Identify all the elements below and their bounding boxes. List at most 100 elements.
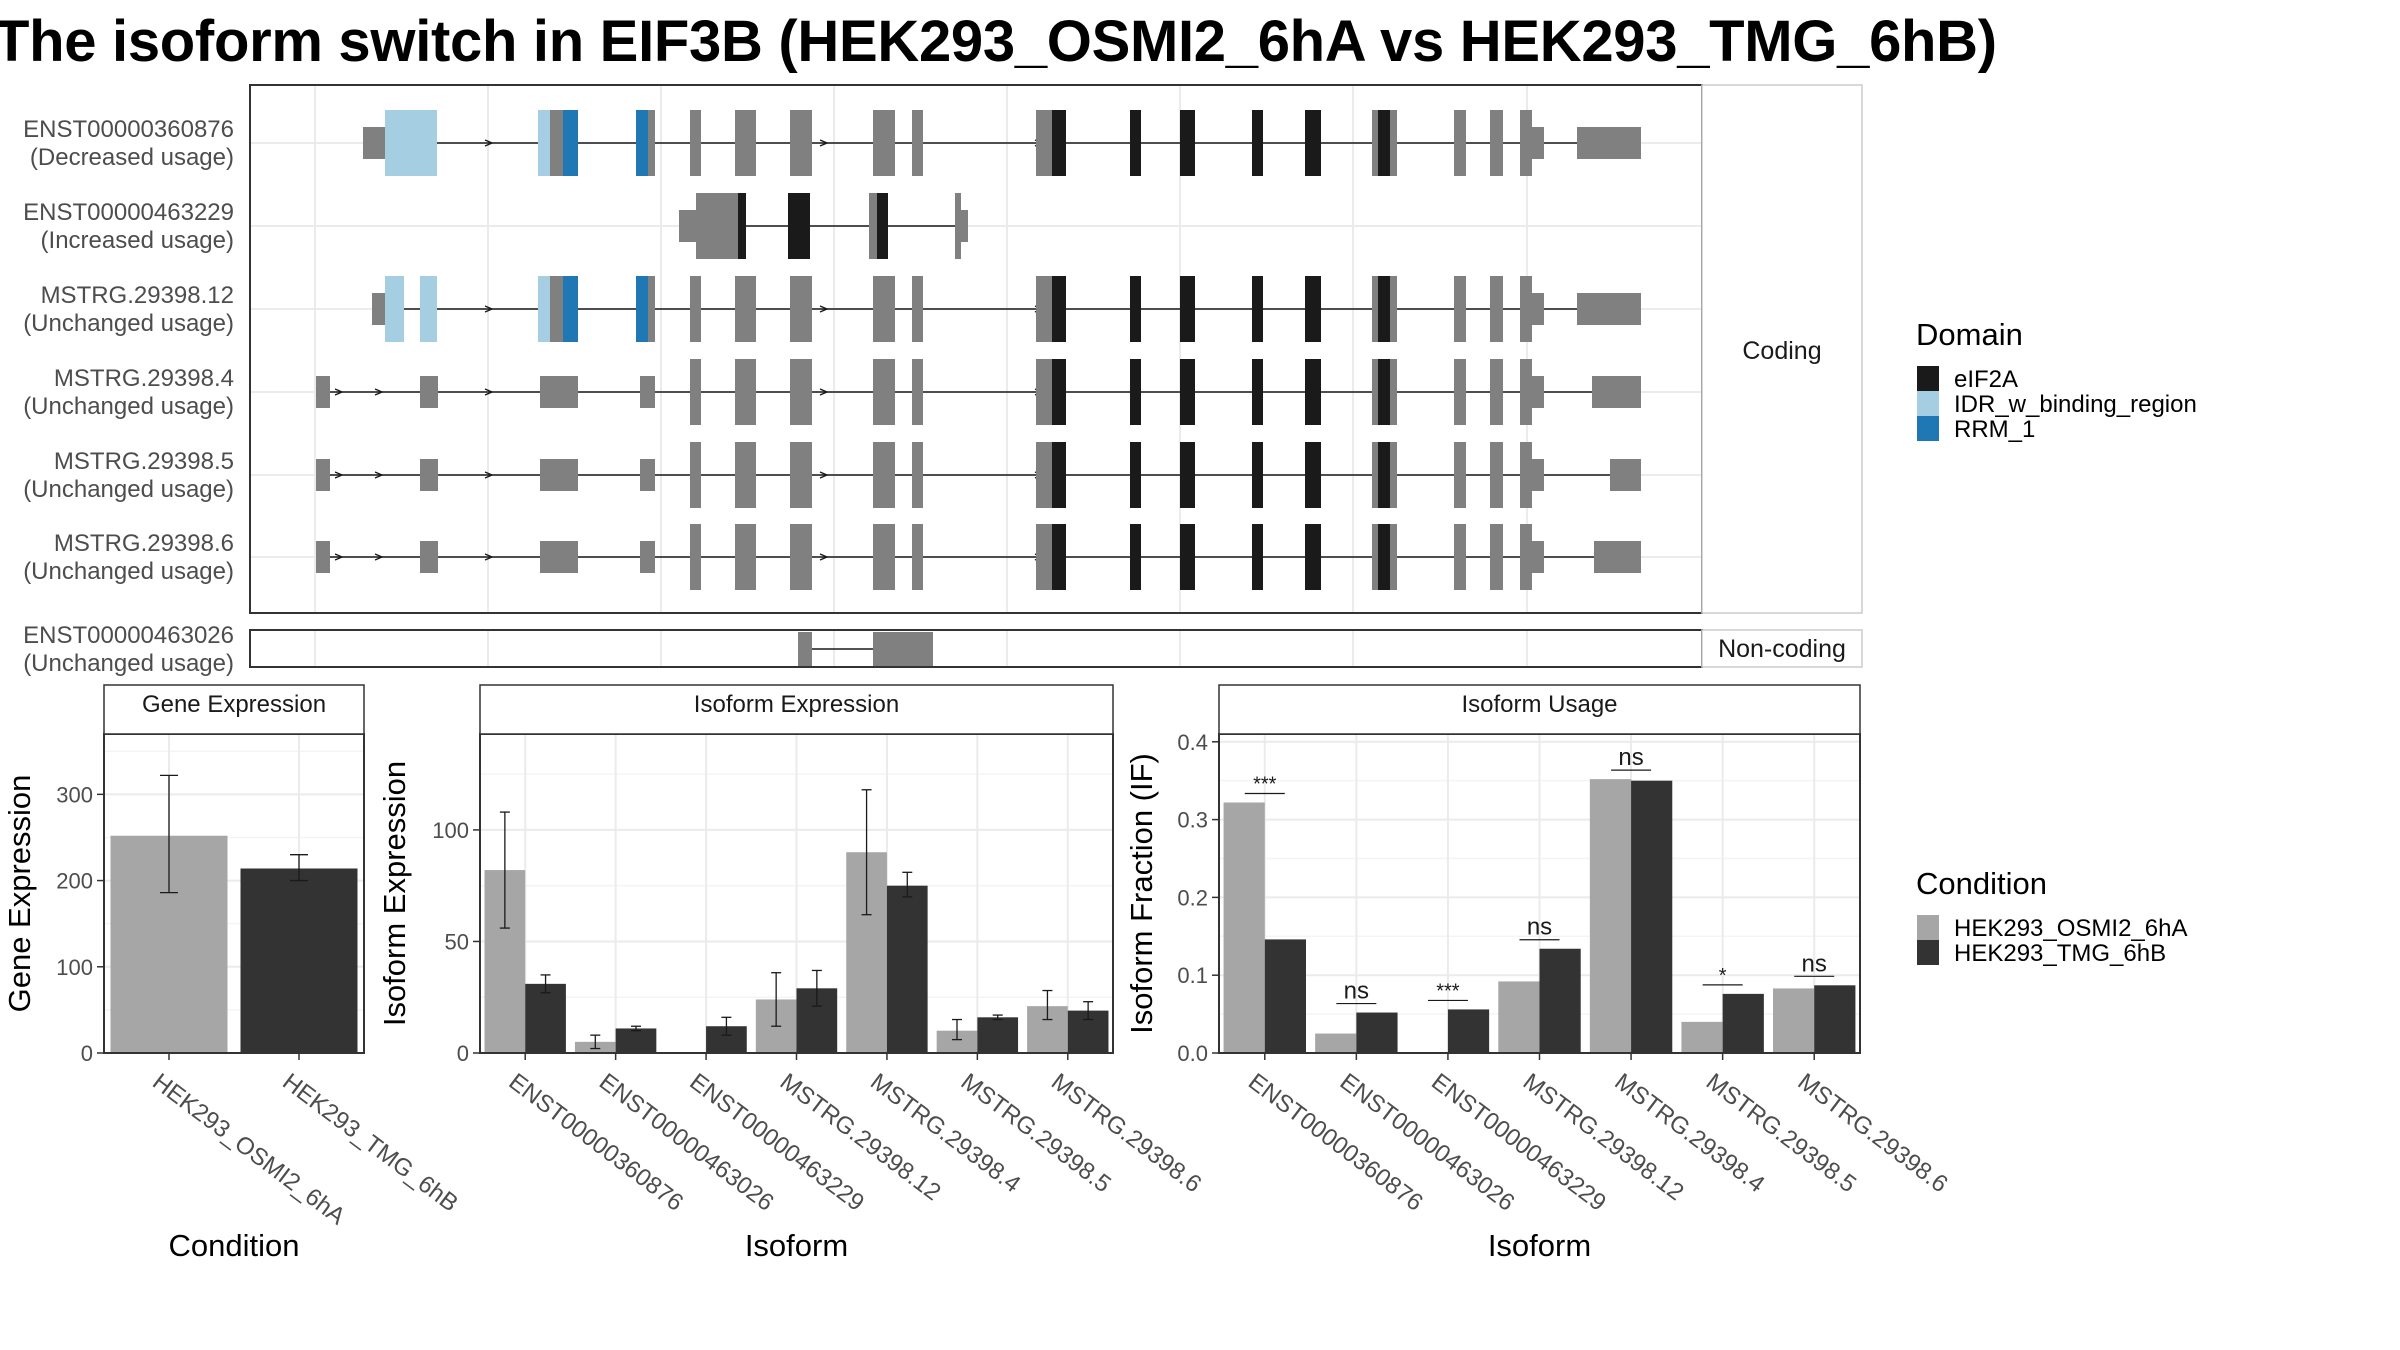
- exon: [798, 632, 812, 666]
- y-tick-label: 0.0: [1177, 1041, 1208, 1066]
- exon: [690, 359, 701, 425]
- exon: [1390, 442, 1397, 508]
- domain-segment: [1180, 524, 1195, 590]
- panel-strip: [103, 684, 365, 735]
- exon: [790, 359, 812, 425]
- exon: [1372, 276, 1378, 342]
- exon: [316, 376, 330, 408]
- exon: [790, 276, 812, 342]
- transcript-usage-label: (Unchanged usage): [23, 558, 234, 585]
- domain-legend-title: Domain: [1916, 317, 2023, 352]
- exon: [1610, 459, 1641, 491]
- exon: [873, 524, 895, 590]
- exon: [363, 127, 385, 159]
- exon: [961, 210, 968, 242]
- exon: [696, 193, 738, 259]
- intron-arrow: [819, 471, 829, 479]
- bar: [1447, 1009, 1490, 1053]
- intron-arrow: [819, 388, 829, 396]
- significance-label: ***: [1253, 773, 1277, 795]
- bar: [1773, 988, 1815, 1053]
- y-tick-label: 300: [56, 782, 93, 807]
- exon: [735, 442, 756, 508]
- intron-arrow: [374, 553, 384, 561]
- domain-legend-label: eIF2A: [1954, 366, 2018, 393]
- domain-segment: [1378, 359, 1390, 425]
- transcript-structure-panel: Coding Non-coding ENST00000360876(Decrease…: [23, 84, 1863, 677]
- x-axis-title: Isoform: [1488, 1228, 1591, 1263]
- bar: [977, 1017, 1019, 1053]
- x-axis-title: Isoform: [745, 1228, 848, 1263]
- intron-arrow: [334, 471, 344, 479]
- exon: [869, 193, 877, 259]
- x-tick-label: MSTRG.29398.12: [1518, 1068, 1689, 1206]
- transcript-usage-label: (Decreased usage): [30, 144, 234, 171]
- domain-segment: [1305, 359, 1321, 425]
- exon: [679, 210, 696, 242]
- transcript-label: ENST00000463026: [23, 622, 234, 649]
- exon: [316, 541, 330, 573]
- bar: [936, 1030, 978, 1053]
- domain-segment: [1305, 276, 1321, 342]
- exon: [1577, 293, 1641, 325]
- exon: [1372, 110, 1378, 176]
- exon: [540, 459, 578, 491]
- domain-legend-label: RRM_1: [1954, 416, 2035, 443]
- bar: [1315, 1033, 1357, 1053]
- transcript-usage-label: (Unchanged usage): [23, 476, 234, 503]
- domain-legend-swatch: [1917, 366, 1939, 391]
- exon: [912, 276, 923, 342]
- exon: [648, 110, 655, 176]
- exon: [955, 193, 961, 259]
- bar: [1264, 939, 1306, 1053]
- significance-label: ***: [1436, 980, 1460, 1002]
- exon: [1520, 442, 1532, 508]
- exon: [1490, 110, 1503, 176]
- domain-segment: [1180, 359, 1195, 425]
- exon: [1454, 524, 1466, 590]
- domain-segment: [538, 110, 550, 176]
- panel-strip: [479, 684, 1114, 735]
- intron-arrow: [819, 139, 829, 147]
- exon: [420, 376, 438, 408]
- exon: [640, 459, 655, 491]
- domain-segment: [1052, 276, 1066, 342]
- domain-segment: [1305, 110, 1321, 176]
- exon: [912, 359, 923, 425]
- bar: [1539, 948, 1581, 1053]
- domain-segment: [538, 276, 550, 342]
- bar: [240, 868, 358, 1053]
- exon: [1520, 359, 1532, 425]
- facet-strip-coding-label: Coding: [1742, 337, 1821, 365]
- domain-segment: [1252, 442, 1263, 508]
- domain-segment: [1252, 359, 1263, 425]
- exon: [1390, 359, 1397, 425]
- exon: [372, 293, 385, 325]
- domain-segment: [1180, 442, 1195, 508]
- domain-segment: [1378, 276, 1390, 342]
- panel-title: Gene Expression: [142, 691, 326, 718]
- facet-strip-noncoding: [1701, 629, 1863, 668]
- domain-segment: [563, 110, 578, 176]
- exon: [1520, 110, 1532, 176]
- y-tick-label: 200: [56, 869, 93, 894]
- y-tick-label: 0.2: [1177, 885, 1208, 910]
- panel-strip: [1218, 684, 1861, 735]
- exon: [550, 110, 563, 176]
- exon: [420, 541, 438, 573]
- y-axis-title: Gene Expression: [2, 775, 37, 1013]
- domain-segment: [1052, 442, 1066, 508]
- noncoding-panel-background: [250, 630, 1702, 667]
- exon: [1577, 127, 1641, 159]
- x-tick-label: ENST00000360876: [1243, 1068, 1428, 1216]
- x-tick-label: MSTRG.29398.4: [865, 1068, 1025, 1198]
- intron-arrow: [334, 388, 344, 396]
- intron-arrow: [484, 471, 494, 479]
- exon: [690, 524, 701, 590]
- exon: [735, 276, 756, 342]
- panel-title: Isoform Usage: [1461, 691, 1617, 718]
- domain-segment: [1130, 276, 1141, 342]
- exon: [1532, 376, 1544, 408]
